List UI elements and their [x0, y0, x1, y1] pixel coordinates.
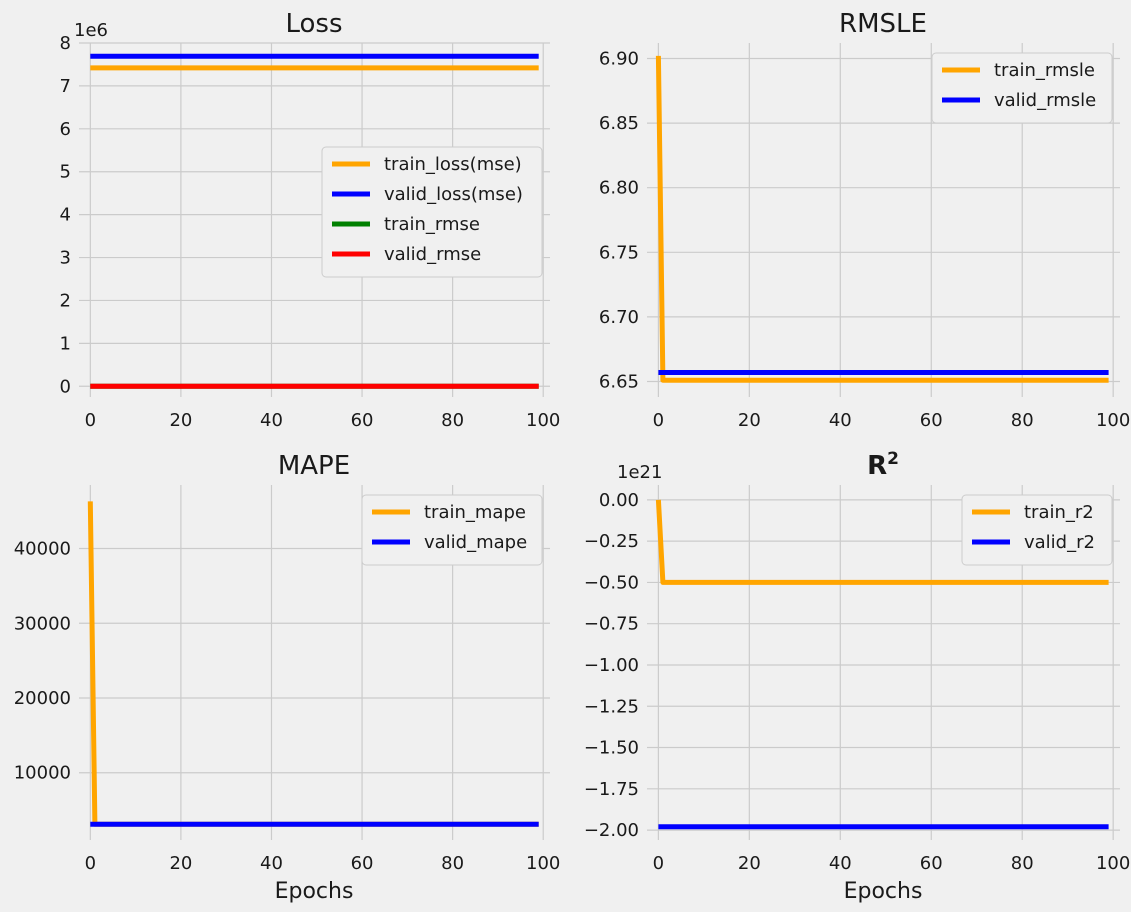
subplot-mape-title: MAPE — [278, 451, 350, 481]
subplot-r2-xlabel: Epochs — [844, 879, 923, 904]
y-tick-label: 10000 — [14, 763, 71, 784]
y-tick-label: 40000 — [14, 539, 71, 560]
y-tick-label: 0.00 — [599, 490, 639, 511]
x-tick-label: 60 — [351, 410, 374, 431]
x-tick-label: 80 — [441, 410, 464, 431]
x-tick-label: 0 — [653, 853, 664, 874]
legend-label: train_rmse — [384, 214, 480, 235]
legend: train_r2 valid_r2 — [961, 494, 1113, 566]
series-line-train-r2 — [655, 499, 1109, 585]
x-tick-label: 100 — [526, 410, 560, 431]
subplot-rmsle-title: RMSLE — [839, 9, 927, 39]
y-tick-label: 30000 — [14, 613, 71, 634]
y-tick-label: 6.90 — [599, 49, 639, 70]
legend-label: valid_r2 — [1024, 532, 1095, 553]
legend: train_rmsle valid_rmsle — [931, 52, 1113, 124]
x-tick-label: 40 — [829, 410, 852, 431]
x-tick-label: 0 — [85, 410, 96, 431]
y-tick-label: 7 — [60, 76, 71, 97]
legend-label: valid_rmsle — [994, 90, 1096, 111]
x-tick-label: 40 — [260, 410, 283, 431]
series-line-train-rmsle — [655, 55, 1109, 383]
legend-label: valid_rmse — [384, 244, 481, 265]
x-tick-label: 100 — [1096, 410, 1130, 431]
y-tick-label: 6 — [60, 119, 71, 140]
x-tick-label: 0 — [85, 853, 96, 874]
x-tick-label: 60 — [351, 853, 374, 874]
x-tick-label: 0 — [653, 410, 664, 431]
subplot-loss: Loss 1e6 0 20 40 60 80 100 0 1 2 3 4 5 6 7 8 train_loss… — [60, 9, 561, 431]
y-tick-label: 6.65 — [599, 371, 639, 392]
x-tick-label: 80 — [441, 853, 464, 874]
subplot-loss-title: Loss — [285, 9, 342, 39]
legend-label: valid_loss(mse) — [384, 184, 523, 205]
x-tick-label: 60 — [920, 853, 943, 874]
subplot-mape-xlabel: Epochs — [275, 879, 354, 904]
subplot-r2-offset-text: 1e21 — [617, 462, 662, 483]
y-tick-label: 4 — [60, 205, 71, 226]
y-tick-label: −1.00 — [584, 655, 639, 676]
x-tick-label: 20 — [738, 410, 761, 431]
y-tick-label: −1.25 — [584, 696, 639, 717]
y-tick-label: 6.75 — [599, 242, 639, 263]
subplot-loss-offset-text: 1e6 — [74, 20, 108, 41]
x-tick-label: 100 — [526, 853, 560, 874]
x-tick-label: 40 — [829, 853, 852, 874]
x-tick-label: 20 — [738, 853, 761, 874]
x-tick-label: 20 — [169, 410, 192, 431]
legend: train_mape valid_mape — [361, 494, 543, 566]
y-tick-label: −0.75 — [584, 614, 639, 635]
subplot-r2-title-superscript: 2 — [887, 449, 899, 469]
x-tick-label: 60 — [920, 410, 943, 431]
y-tick-label: 6.80 — [599, 178, 639, 199]
legend-label: train_r2 — [1024, 502, 1094, 523]
subplot-r2-title-base: R — [867, 451, 887, 481]
y-tick-label: −1.75 — [584, 779, 639, 800]
legend-label: train_mape — [424, 502, 526, 523]
x-tick-label: 80 — [1011, 853, 1034, 874]
legend-label: train_loss(mse) — [384, 154, 522, 175]
x-tick-label: 80 — [1011, 410, 1034, 431]
x-tick-label: 100 — [1096, 853, 1130, 874]
x-tick-label: 40 — [260, 853, 283, 874]
legend-label: train_rmsle — [994, 60, 1095, 81]
legend: train_loss(mse) valid_loss(mse) train_rmse… — [321, 146, 543, 278]
x-tick-label: 20 — [169, 853, 192, 874]
y-tick-label: −1.50 — [584, 738, 639, 759]
y-tick-label: 6.70 — [599, 307, 639, 328]
y-tick-label: 5 — [60, 162, 71, 183]
subplot-rmsle: RMSLE 0 20 40 60 80 100 6.65 6.70 6.75 6.80 6.85 6.… — [599, 9, 1130, 431]
y-tick-label: 3 — [60, 248, 71, 269]
subplot-r2-title: R2 — [867, 449, 899, 481]
y-tick-label: 0 — [60, 376, 71, 397]
y-tick-label: 1 — [60, 333, 71, 354]
y-tick-label: −0.25 — [584, 531, 639, 552]
legend-label: valid_mape — [424, 532, 527, 553]
y-tick-label: 20000 — [14, 688, 71, 709]
y-tick-label: −0.50 — [584, 572, 639, 593]
subplot-r2: R2 1e21 Epochs 0 20 40 60 80 100 0.00 −0.25 −0.5… — [584, 449, 1131, 904]
subplot-mape: MAPE Epochs 0 20 40 60 80 100 10000 20000 30000 4… — [14, 451, 561, 904]
y-tick-label: 2 — [60, 290, 71, 311]
y-tick-label: −2.00 — [584, 820, 639, 841]
y-tick-label: 8 — [60, 33, 71, 54]
y-tick-label: 6.85 — [599, 113, 639, 134]
legend-frame — [321, 146, 543, 278]
